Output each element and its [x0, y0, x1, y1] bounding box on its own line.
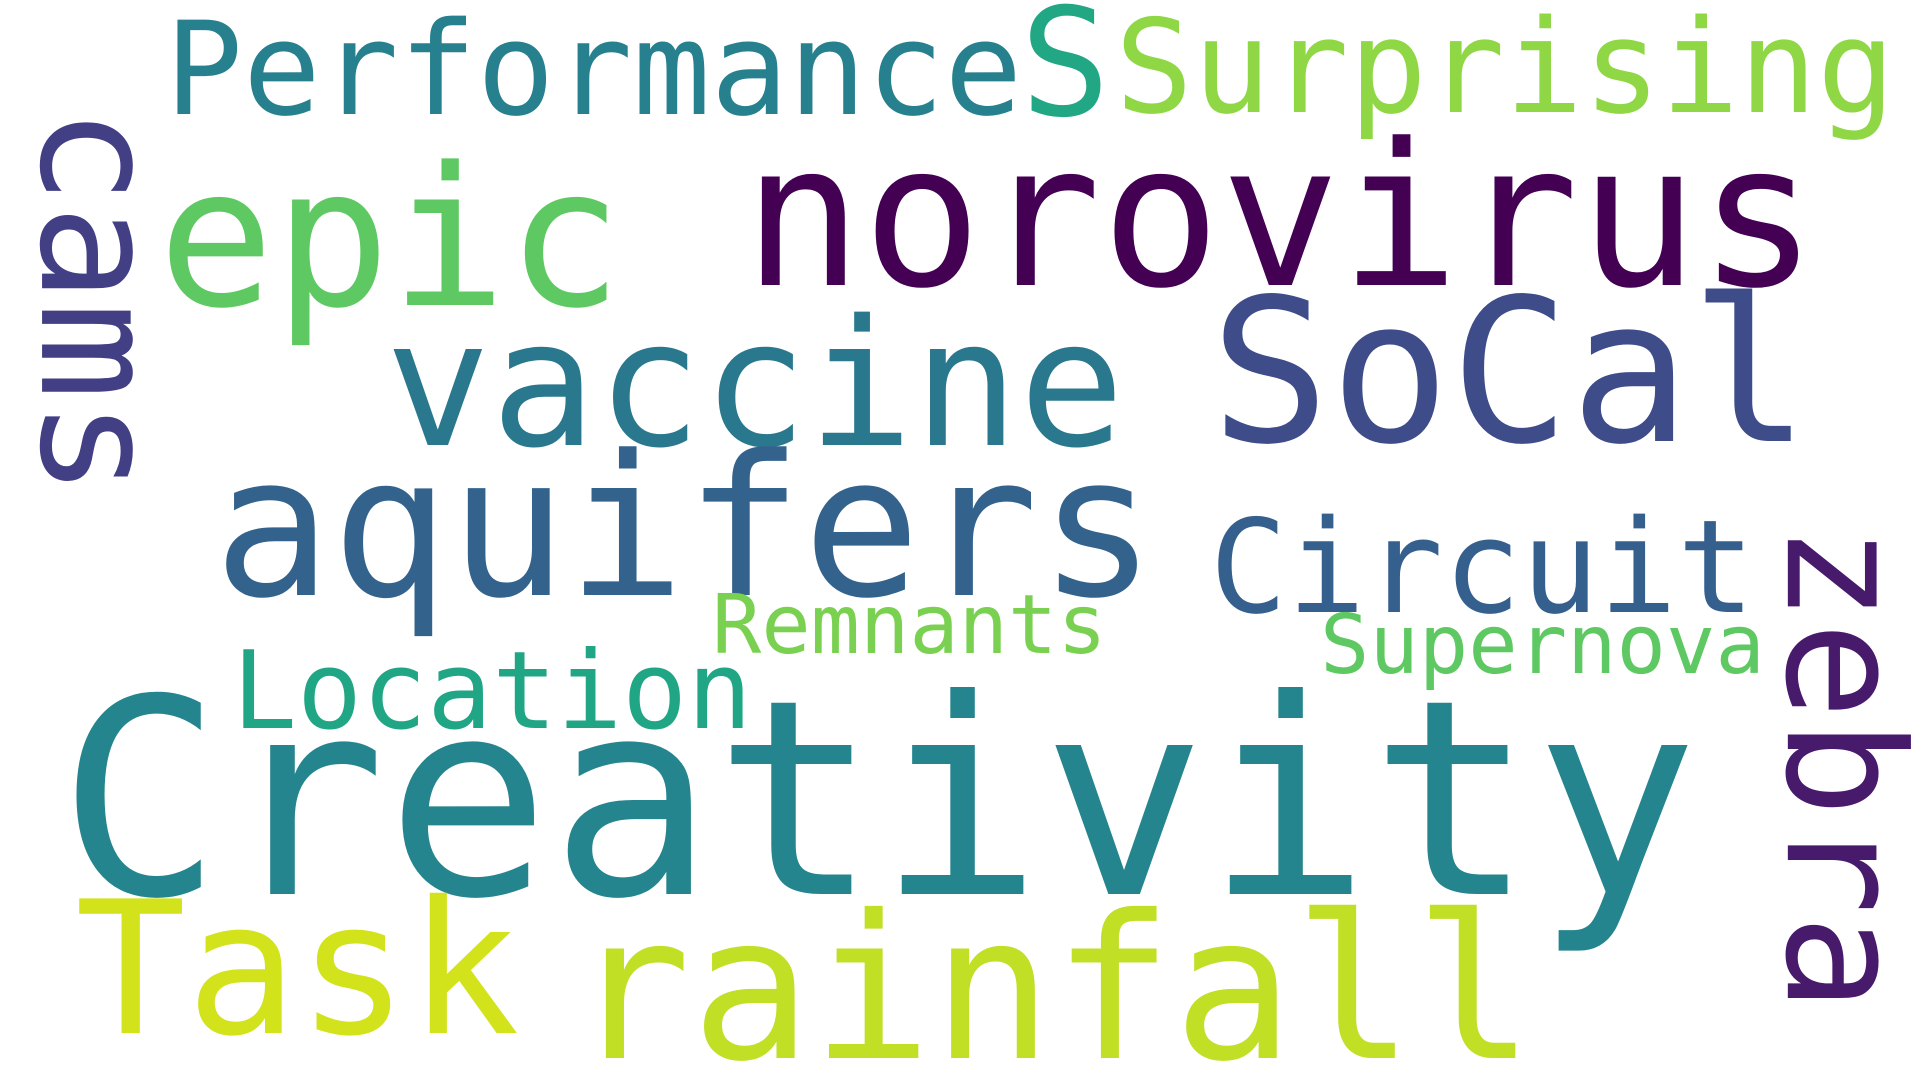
word-zebra: zebra — [1748, 524, 1920, 1012]
word-cams: cams — [3, 106, 192, 498]
word-norovirus: norovirus — [743, 101, 1818, 332]
word-performance: Performance — [165, 0, 1023, 145]
word-surprising: Surprising — [1115, 0, 1896, 143]
word-vaccine: vaccine — [385, 283, 1125, 487]
word-supernova: Supernova — [1320, 598, 1765, 693]
word-socal: SoCal — [1210, 256, 1811, 489]
word-epic: epic — [158, 125, 623, 351]
word-rainfall: rainfall — [570, 873, 1535, 1080]
word-s: S — [1020, 0, 1111, 151]
word-task: Task — [75, 861, 520, 1077]
word-aquifers: aquifers — [213, 413, 1157, 642]
word-location: Location — [232, 629, 753, 754]
word-circuit: Circuit — [1209, 492, 1756, 643]
word-remnants: Remnants — [712, 578, 1107, 673]
word-creativity: Creativity — [58, 641, 1699, 959]
